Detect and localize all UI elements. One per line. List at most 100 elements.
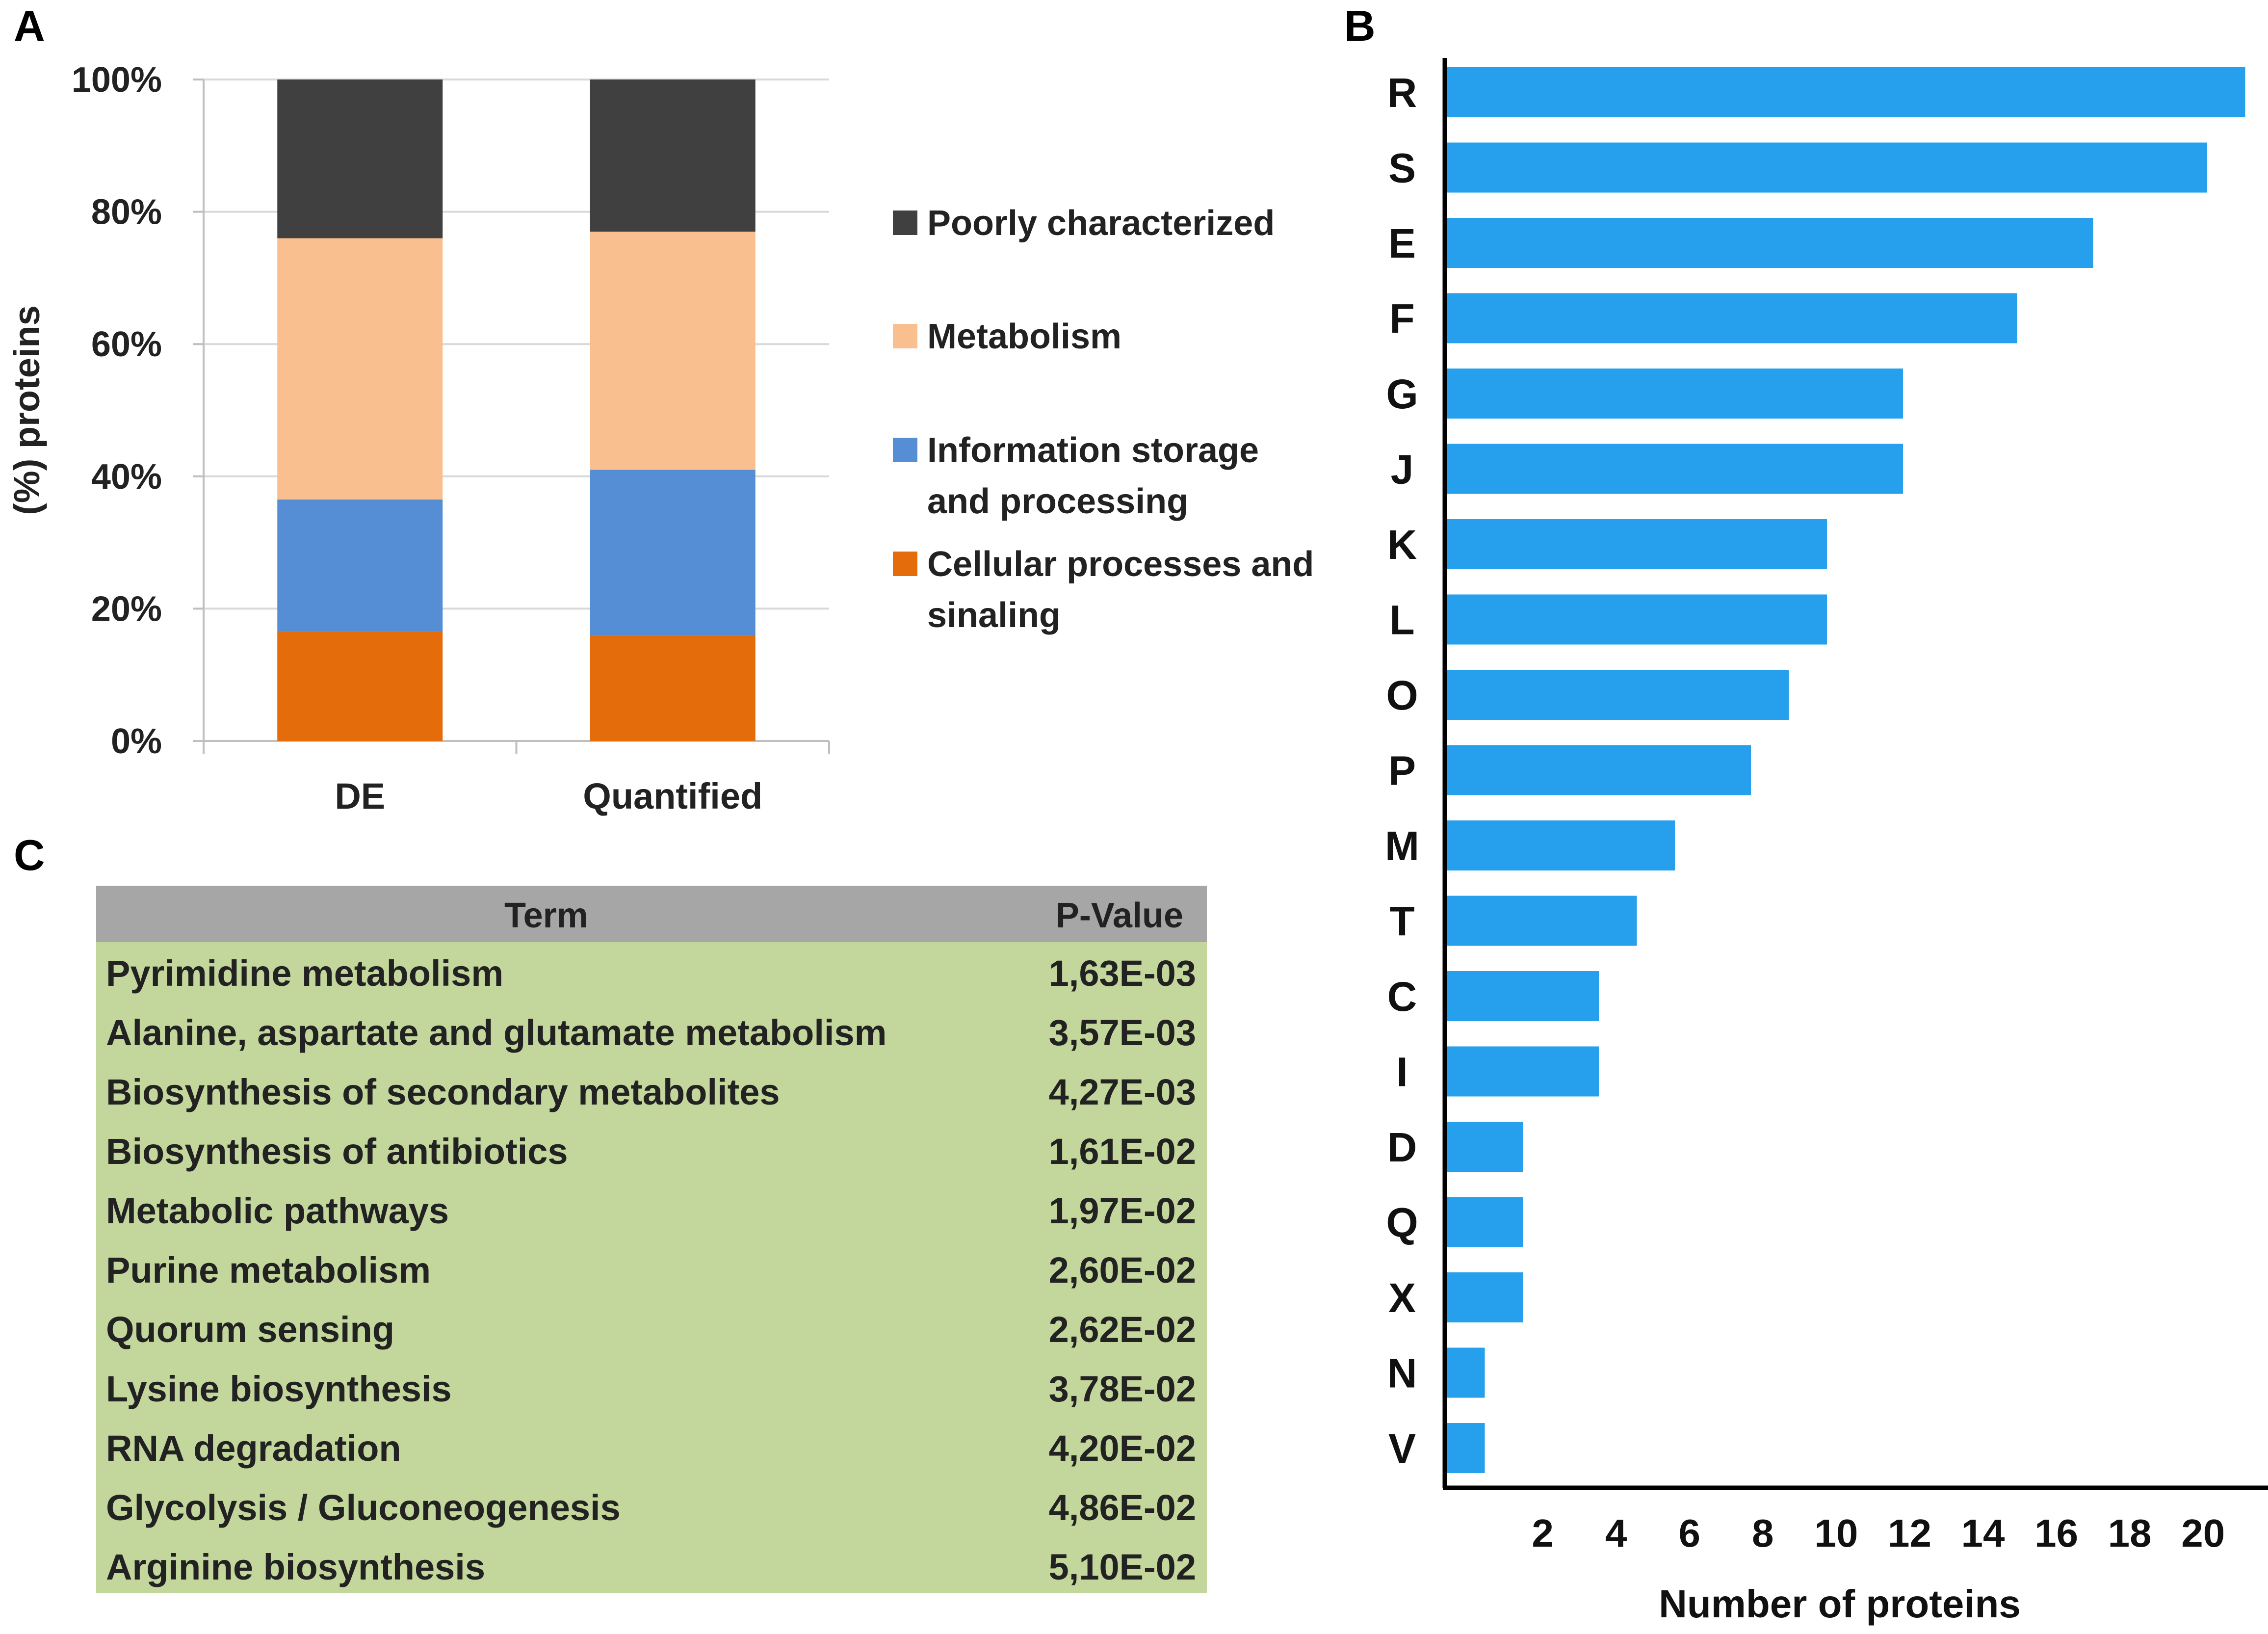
x-tick-label: 8 <box>1752 1511 1774 1555</box>
x-tick-label: 2 <box>1532 1511 1554 1555</box>
bar-segment-cellular <box>590 635 756 741</box>
y-category-label: D <box>1387 1124 1417 1170</box>
hbar <box>1447 142 2207 193</box>
y-category-label: S <box>1388 145 1416 191</box>
hbar <box>1447 670 1789 720</box>
pvalue-cell: 1,63E-03 <box>1048 953 1196 994</box>
pvalue-cell: 2,62E-02 <box>1048 1309 1196 1350</box>
x-tick-label: 12 <box>1888 1511 1931 1555</box>
x-category-label: DE <box>335 776 385 817</box>
legend-swatch-information <box>893 438 917 462</box>
enrichment-table: Term P-Value Pyrimidine metabolism 1,63E-… <box>96 886 1207 1593</box>
y-tick-label: 40% <box>91 457 162 497</box>
y-category-label: F <box>1389 296 1414 342</box>
table-row: Pyrimidine metabolism 1,63E-03 <box>96 945 1207 1004</box>
legend-label: sinaling <box>927 596 1061 635</box>
hbar <box>1447 594 1827 645</box>
pvalue-cell: 3,78E-02 <box>1048 1369 1196 1409</box>
term-cell: Biosynthesis of secondary metabolites <box>106 1072 780 1112</box>
hbar <box>1447 1046 1599 1097</box>
term-cell: Pyrimidine metabolism <box>106 953 504 994</box>
pvalue-cell: 2,60E-02 <box>1048 1250 1196 1291</box>
y-category-label: M <box>1385 823 1419 869</box>
term-cell: Quorum sensing <box>106 1309 394 1350</box>
hbar <box>1447 1272 1523 1322</box>
y-category-label: O <box>1386 672 1418 718</box>
hbar <box>1447 1347 1485 1398</box>
y-category-label: X <box>1388 1275 1416 1321</box>
x-tick-label: 18 <box>2108 1511 2152 1555</box>
x-tick-label: 4 <box>1605 1511 1627 1555</box>
bar-segment-metabolism <box>590 232 756 470</box>
y-tick-label: 60% <box>91 325 162 364</box>
y-category-label: L <box>1389 597 1414 643</box>
y-tick-label: 20% <box>91 589 162 629</box>
x-tick-label: 10 <box>1814 1511 1858 1555</box>
table-row: Biosynthesis of antibiotics 1,61E-02 <box>96 1123 1207 1182</box>
y-category-label: I <box>1396 1049 1408 1095</box>
table-row: Arginine biosynthesis 5,10E-02 <box>96 1538 1207 1598</box>
table-row: RNA degradation 4,20E-02 <box>96 1420 1207 1479</box>
hbar <box>1447 971 1599 1021</box>
panel-label-a: A <box>14 1 45 50</box>
table-row: Quorum sensing 2,62E-02 <box>96 1301 1207 1360</box>
header-pvalue: P-Value <box>1055 896 1183 935</box>
y-category-label: N <box>1387 1350 1417 1397</box>
table-row: Metabolic pathways 1,97E-02 <box>96 1182 1207 1241</box>
x-axis-title: Number of proteins <box>1659 1582 2021 1626</box>
term-cell: Arginine biosynthesis <box>106 1547 486 1587</box>
hbar <box>1447 820 1675 870</box>
y-category-label: C <box>1387 974 1417 1020</box>
term-cell: Purine metabolism <box>106 1250 431 1291</box>
legend-label: Information storage <box>927 431 1259 470</box>
hbar <box>1447 369 1903 419</box>
table-row: Alanine, aspartate and glutamate metabol… <box>96 1004 1207 1063</box>
term-cell: Metabolic pathways <box>106 1190 449 1231</box>
pvalue-cell: 1,61E-02 <box>1048 1131 1196 1172</box>
x-category-label: Quantified <box>583 776 762 817</box>
table-header: Term P-Value <box>96 886 1207 942</box>
legend-label: and processing <box>927 482 1188 521</box>
y-axis-title: (%) proteins <box>6 305 47 515</box>
x-tick-label: 16 <box>2034 1511 2078 1555</box>
bar-segment-cellular <box>277 632 443 741</box>
y-category-label: E <box>1388 220 1416 266</box>
y-category-label: V <box>1388 1425 1416 1472</box>
hbar <box>1447 444 1903 494</box>
header-term: Term <box>504 896 588 935</box>
hbar <box>1447 1423 1485 1473</box>
y-category-label: T <box>1389 898 1414 945</box>
bar-segment-metabolism <box>277 238 443 500</box>
pvalue-cell: 1,97E-02 <box>1048 1190 1196 1231</box>
legend-swatch-metabolism <box>893 324 917 348</box>
hbar <box>1447 293 2017 343</box>
legend-label: Poorly characterized <box>927 204 1275 243</box>
bar-segment-poorly <box>590 79 756 232</box>
hbar <box>1447 519 1827 569</box>
y-category-label: J <box>1391 447 1414 493</box>
legend-swatch-poorly <box>893 211 917 235</box>
chart-a-stacked-bar: 0% 20% 40% 60% 80% 100% (%) proteins DE Quantifi… <box>6 60 1314 817</box>
term-cell: Glycolysis / Gluconeogenesis <box>106 1487 621 1528</box>
hbar <box>1447 745 1751 795</box>
y-tick-label: 0% <box>111 722 162 761</box>
hbar <box>1447 896 1637 946</box>
table-row: Glycolysis / Gluconeogenesis 4,86E-02 <box>96 1479 1207 1538</box>
term-cell: Lysine biosynthesis <box>106 1369 452 1409</box>
x-tick-label: 6 <box>1678 1511 1700 1555</box>
bar-segment-poorly <box>277 79 443 238</box>
y-category-label: Q <box>1386 1200 1418 1246</box>
pvalue-cell: 3,57E-03 <box>1048 1012 1196 1053</box>
y-category-label: P <box>1388 748 1416 794</box>
hbar <box>1447 1122 1523 1172</box>
y-category-label: R <box>1387 70 1417 116</box>
legend-swatch-cellular <box>893 552 917 576</box>
term-cell: Alanine, aspartate and glutamate metabol… <box>106 1012 887 1053</box>
pvalue-cell: 4,27E-03 <box>1048 1072 1196 1112</box>
bar-segment-information <box>590 470 756 635</box>
hbar <box>1447 67 2245 117</box>
term-cell: Biosynthesis of antibiotics <box>106 1131 568 1172</box>
legend-label: Metabolism <box>927 317 1121 356</box>
panel-label-b: B <box>1344 1 1376 50</box>
